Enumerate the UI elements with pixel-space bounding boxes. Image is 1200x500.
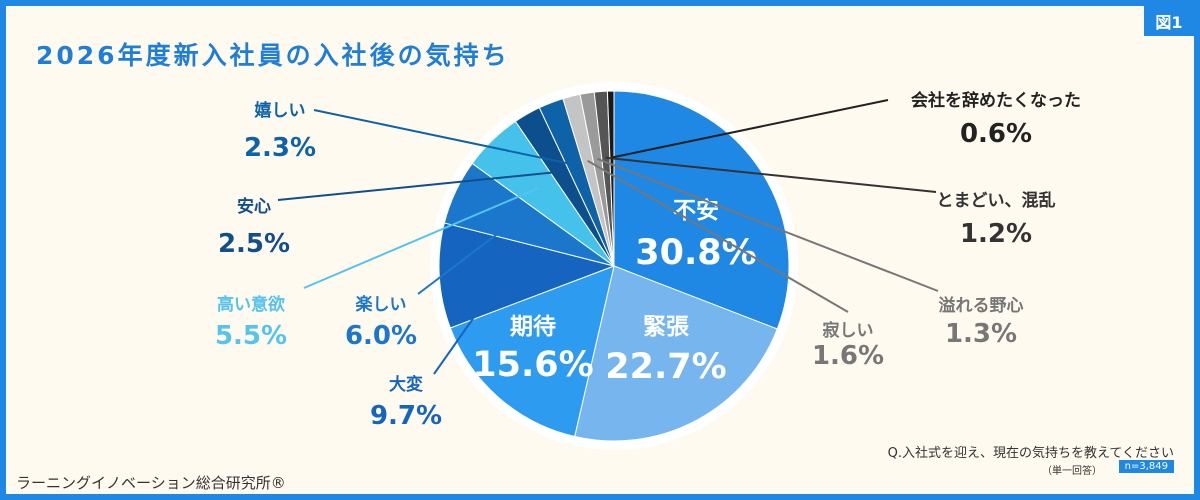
leader-line [605, 156, 937, 193]
slice-label: 高い意欲 [217, 294, 285, 315]
leader-line [313, 109, 576, 166]
slice-label: 寂しい [823, 320, 874, 341]
leader-line [611, 99, 889, 159]
leader-line [277, 170, 561, 201]
answer-type-note: （単一回答） [1042, 466, 1102, 477]
slice-value-label: 5.5% [215, 321, 287, 351]
slice-value-label: 9.7% [370, 401, 442, 431]
chart-title: 2026年度新入社員の入社後の気持ち [36, 41, 510, 70]
source-credit: ラーニングイノベーション総合研究所® [16, 474, 286, 492]
slice-value-label: 0.6% [960, 119, 1032, 149]
slice-value-label: 1.6% [812, 341, 884, 371]
slice-label: 会社を辞めたくなった [911, 90, 1081, 111]
slice-label: 大変 [389, 374, 423, 395]
pie-slices [430, 82, 798, 450]
slice-value-label: 2.5% [218, 229, 290, 259]
sample-size-badge: n=3,849 [1118, 460, 1174, 473]
slice-label: 期待 [510, 313, 556, 340]
survey-question: Q.入社式を迎え、現在の気持ちを教えてください [887, 446, 1174, 461]
pie-slice-12 [606, 90, 615, 267]
slice-label: 緊張 [643, 314, 690, 340]
leader-line [433, 271, 507, 375]
slice-label: 溢れる野心 [939, 295, 1024, 316]
slice-label: 不安 [673, 197, 719, 224]
slice-labels: 不安 30.8% 緊張 22.7% 期待 15.6% 大変 9.7% 楽しい 6.0% 高い意欲 5.… [215, 90, 1081, 431]
slice-label: とまどい、混乱 [937, 190, 1056, 211]
leader-line [417, 219, 517, 295]
slice-value-label: 2.3% [244, 133, 316, 163]
slice-value-label: 6.0% [345, 321, 417, 351]
pie-slice-2 [574, 265, 778, 442]
slice-value-label: 1.2% [960, 219, 1032, 249]
pie-slice-1 [613, 90, 790, 330]
leader-line [587, 159, 849, 313]
slice-value-label: 30.8% [635, 233, 756, 273]
slice-value-label: 15.6% [472, 345, 593, 385]
pie-chart: 不安 30.8% 緊張 22.7% 期待 15.6% 大変 9.7% 楽しい 6.0% 高い意欲 5.… [215, 82, 1081, 450]
leader-line [596, 157, 939, 292]
slice-value-label: 1.3% [945, 319, 1017, 349]
pie-slice-4 [438, 222, 616, 329]
slice-label: 安心 [237, 196, 271, 217]
leader-line [303, 187, 539, 289]
slice-label: 楽しい [356, 294, 407, 315]
slice-value-label: 22.7% [605, 347, 726, 387]
figure-tag: 図1 [1144, 6, 1194, 36]
slice-label: 嬉しい [254, 100, 306, 121]
